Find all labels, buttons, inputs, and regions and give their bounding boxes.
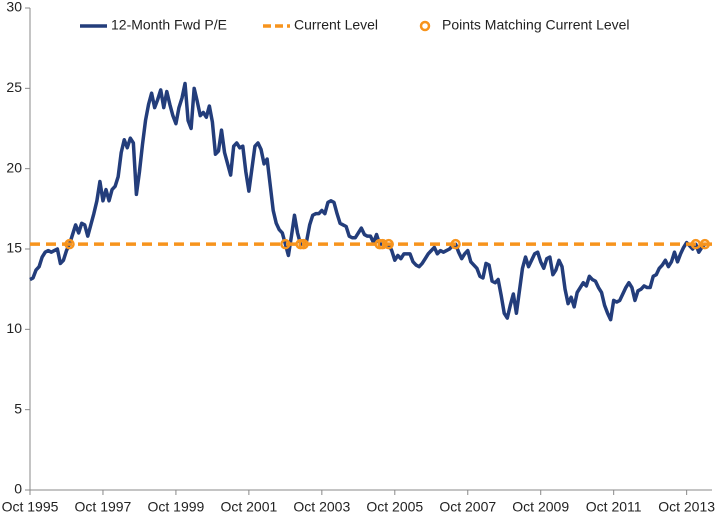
- x-tick-label: Oct 2009: [512, 499, 569, 515]
- y-tick-label: 20: [6, 159, 22, 175]
- y-tick-label: 0: [14, 481, 22, 497]
- matching-point: [699, 238, 711, 250]
- x-tick-label: Oct 1997: [75, 499, 132, 515]
- x-tick-label: Oct 2013: [658, 499, 715, 515]
- x-tick-label: Oct 1999: [148, 499, 205, 515]
- x-tick-label: Oct 2005: [366, 499, 423, 515]
- matching-point: [450, 238, 461, 250]
- x-tick-label: Oct 2007: [439, 499, 496, 515]
- y-tick-label: 15: [6, 240, 22, 256]
- legend-label: 12-Month Fwd P/E: [111, 17, 227, 33]
- x-tick-label: Oct 2011: [586, 499, 642, 515]
- x-tick-label: Oct 2001: [220, 499, 277, 515]
- matching-point: [280, 238, 291, 250]
- y-tick-label: 25: [6, 79, 22, 95]
- x-tick-label: Oct 2003: [293, 499, 350, 515]
- legend-label: Points Matching Current Level: [442, 17, 630, 33]
- matching-point: [64, 238, 75, 250]
- y-tick-label: 10: [6, 320, 22, 336]
- matching-point: [298, 238, 309, 250]
- pe-line: [29, 81, 707, 322]
- legend-swatch: [419, 20, 431, 32]
- matching-point: [377, 238, 388, 250]
- y-tick-label: 30: [6, 0, 22, 15]
- y-tick-label: 5: [14, 400, 22, 416]
- legend-label: Current Level: [294, 17, 378, 33]
- matching-point: [383, 238, 394, 250]
- x-tick-label: Oct 1995: [2, 499, 59, 515]
